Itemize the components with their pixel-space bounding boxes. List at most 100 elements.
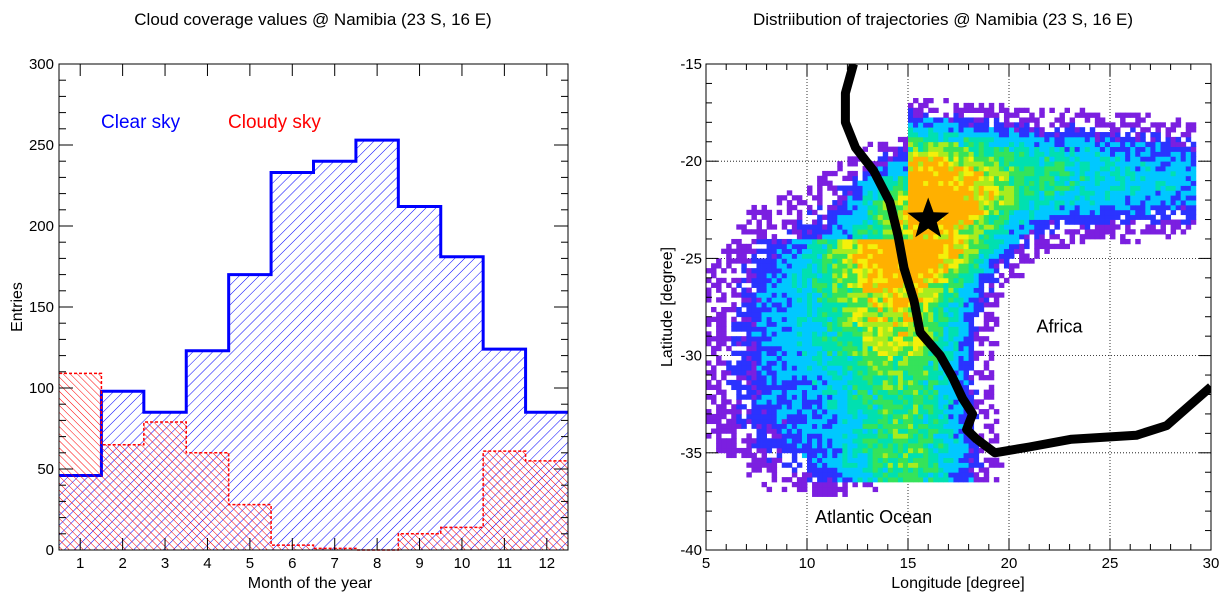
heat-cell xyxy=(721,428,727,434)
heat-cell xyxy=(847,399,853,405)
heat-cell xyxy=(817,481,823,488)
heat-cell xyxy=(1034,180,1040,186)
heat-cell xyxy=(958,214,964,220)
heat-cell xyxy=(877,321,884,327)
heat-cell xyxy=(902,360,909,366)
heat-cell xyxy=(711,394,717,400)
heat-cell xyxy=(963,238,969,245)
heat-cell xyxy=(827,204,833,211)
heat-cell xyxy=(897,452,904,459)
heat-cell xyxy=(817,175,823,182)
heat-cell xyxy=(1110,195,1116,201)
heat-cell xyxy=(973,200,980,206)
heat-cell xyxy=(953,399,959,405)
heat-cell xyxy=(897,418,904,425)
heat-cell xyxy=(948,224,954,230)
heatmap-cells xyxy=(706,98,1197,497)
heat-cell xyxy=(948,175,954,182)
heat-cell xyxy=(913,122,919,128)
heat-cell xyxy=(908,355,914,361)
heat-cell xyxy=(918,190,924,196)
heat-cell xyxy=(1084,156,1091,162)
heat-cell xyxy=(1014,195,1020,201)
heat-cell xyxy=(857,350,863,356)
heat-cell xyxy=(897,350,904,356)
heat-cell xyxy=(852,384,858,391)
heat-cell xyxy=(908,316,914,322)
heat-cell xyxy=(1059,151,1065,157)
heat-cell xyxy=(867,341,874,347)
heat-cell xyxy=(923,472,929,478)
heat-cell xyxy=(963,433,969,439)
heat-cell xyxy=(978,195,985,201)
heat-cell xyxy=(771,297,778,303)
heat-cell xyxy=(832,350,838,356)
heat-cell xyxy=(938,297,944,303)
heat-cell xyxy=(882,433,889,439)
heat-cell xyxy=(867,253,874,259)
heat-cell xyxy=(827,491,833,497)
heat-cell xyxy=(892,307,899,313)
heat-cell xyxy=(887,365,894,371)
heat-cell xyxy=(847,457,853,463)
heat-cell xyxy=(1180,185,1187,191)
heat-cell xyxy=(1120,146,1126,152)
heat-cell xyxy=(993,243,1000,250)
heat-cell xyxy=(887,418,894,425)
heat-cell xyxy=(862,316,868,322)
heat-cell xyxy=(731,321,737,327)
heat-cell xyxy=(887,326,894,332)
heat-cell xyxy=(938,190,944,196)
heat-cell xyxy=(968,102,975,109)
heat-cell xyxy=(812,248,818,254)
heat-cell xyxy=(756,297,762,303)
heat-cell xyxy=(716,297,722,303)
heat-cell xyxy=(953,433,959,439)
heat-cell xyxy=(796,360,803,366)
heat-cell xyxy=(736,292,742,298)
heat-cell xyxy=(1150,185,1156,191)
heat-cell xyxy=(736,399,742,405)
heat-cell xyxy=(827,316,833,322)
heat-cell xyxy=(913,413,919,420)
heat-cell xyxy=(1074,175,1081,182)
heat-cell xyxy=(1110,170,1116,177)
heat-cell xyxy=(943,209,949,216)
heat-cell xyxy=(1054,156,1060,162)
heat-cell xyxy=(726,447,732,454)
heat-cell xyxy=(1029,224,1035,230)
heat-cell xyxy=(751,229,757,235)
heat-cell xyxy=(998,258,1005,264)
heat-cell xyxy=(807,209,813,216)
heat-cell xyxy=(1094,112,1101,118)
heat-cell xyxy=(796,287,803,293)
heat-cell xyxy=(1003,258,1010,264)
heat-cell xyxy=(872,229,879,235)
heat-cell xyxy=(812,457,818,463)
heat-cell xyxy=(766,360,773,366)
heat-cell xyxy=(902,229,909,235)
heat-cell xyxy=(746,472,752,478)
heat-cell xyxy=(882,360,889,366)
heat-cell xyxy=(1180,161,1187,167)
heat-cell xyxy=(1039,190,1045,196)
heat-cell xyxy=(822,243,828,250)
heat-cell xyxy=(938,175,944,182)
heat-cell xyxy=(756,229,762,235)
heat-cell xyxy=(812,355,818,361)
heat-cell xyxy=(1170,151,1177,157)
heat-cell xyxy=(852,316,858,322)
heat-cell xyxy=(847,433,853,439)
heat-cell xyxy=(908,457,914,463)
heat-cell xyxy=(1160,166,1166,172)
ytick-label-50: 50 xyxy=(37,461,54,478)
heat-cell xyxy=(902,472,909,478)
heat-cell xyxy=(1175,136,1182,143)
heat-cell xyxy=(1145,195,1151,201)
heat-cell xyxy=(877,141,884,148)
heat-cell xyxy=(872,428,879,434)
heat-cell xyxy=(993,297,1000,303)
heat-cell xyxy=(1039,209,1045,216)
heat-cell xyxy=(1009,209,1015,216)
heat-cell xyxy=(877,234,884,240)
